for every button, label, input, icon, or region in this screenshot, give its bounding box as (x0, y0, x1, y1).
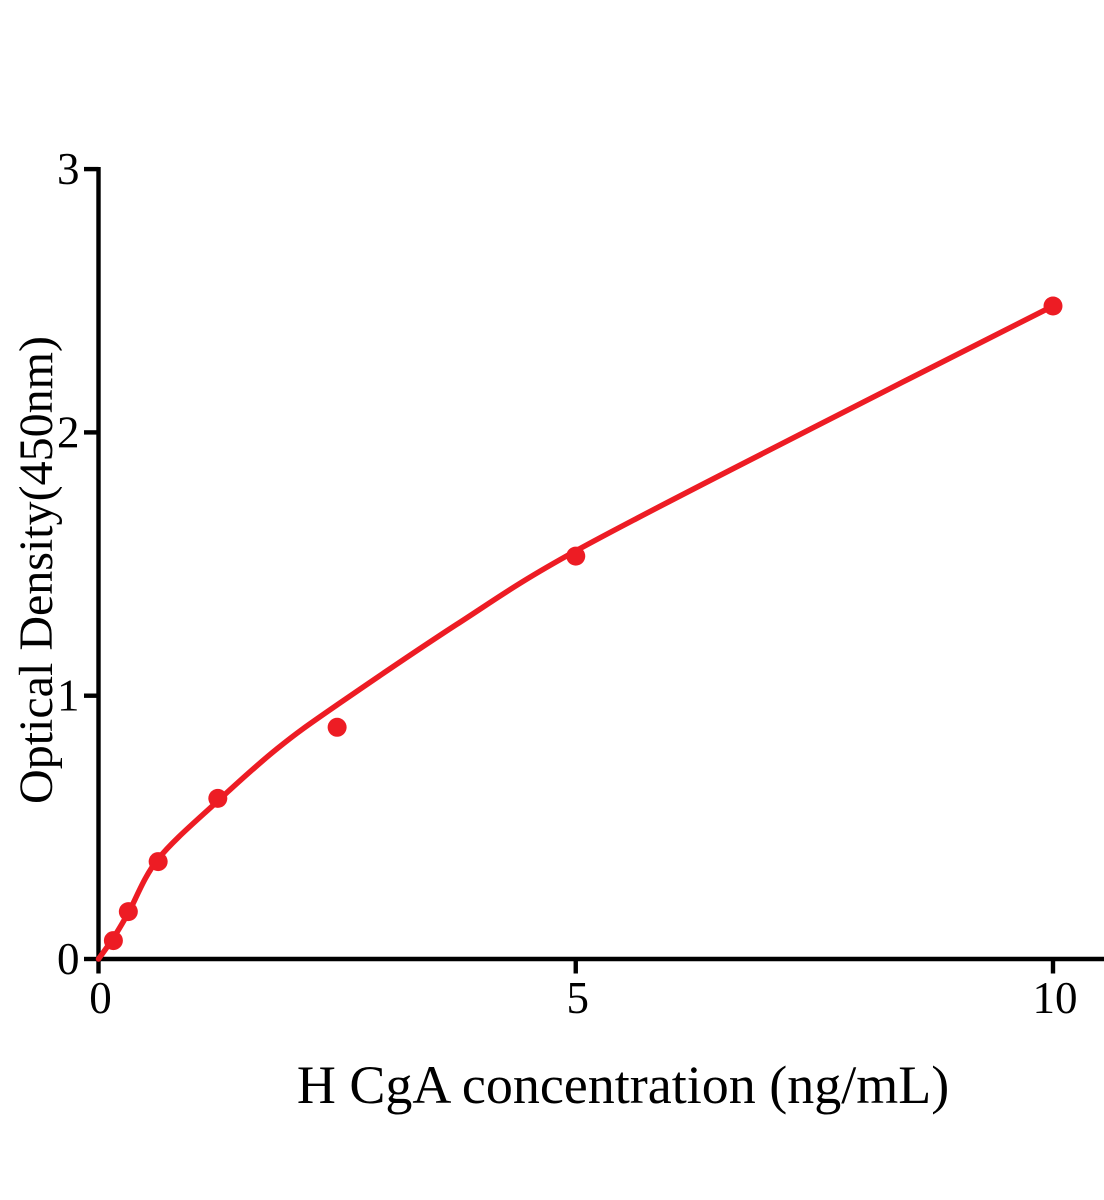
y-tick-label-0: 0 (57, 934, 80, 984)
x-axis-title: H CgA concentration (ng/mL) (296, 1055, 950, 1115)
data-point-1 (118, 902, 138, 922)
x-tick-label-10: 10 (1033, 973, 1078, 1023)
data-point-6 (1043, 296, 1063, 316)
y-tick-label-3: 3 (57, 144, 80, 194)
x-tick-label-5: 5 (567, 973, 590, 1023)
x-tick-label-0: 0 (89, 973, 112, 1023)
y-tick-label-1: 1 (57, 671, 80, 721)
fit-curve-line (95, 303, 1056, 962)
data-point-4 (327, 717, 347, 737)
data-point-0 (103, 931, 123, 951)
data-point-3 (208, 788, 228, 808)
data-point-5 (566, 546, 586, 566)
y-axis-title: Optical Density(450nm) (10, 336, 63, 804)
y-tick-label-2: 2 (57, 407, 80, 457)
data-point-2 (148, 852, 168, 872)
